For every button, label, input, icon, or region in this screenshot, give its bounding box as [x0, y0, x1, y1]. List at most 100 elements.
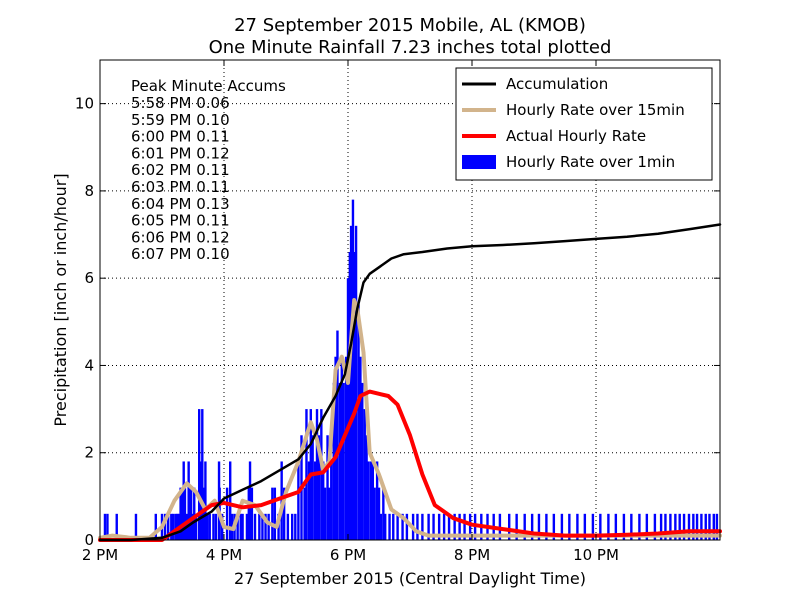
bar-1min-rate: [193, 487, 196, 540]
bar-1min-rate: [622, 513, 626, 540]
bar-1min-rate: [375, 461, 379, 540]
bar-1min-rate: [229, 461, 232, 540]
bar-1min-rate: [645, 513, 649, 540]
bar-1min-rate: [674, 513, 677, 540]
x-tick-label: 8 PM: [454, 546, 490, 564]
legend-swatch-patch: [462, 155, 496, 169]
annotation-line: 6:04 PM 0.13: [131, 195, 230, 213]
annotation-line: 6:01 PM 0.12: [131, 144, 230, 162]
bar-1min-rate: [307, 461, 311, 540]
bar-1min-rate: [239, 513, 242, 540]
bar-1min-rate: [311, 435, 314, 540]
bar-1min-rate: [182, 461, 185, 540]
bar-1min-rate: [700, 513, 703, 540]
bar-1min-rate: [363, 409, 366, 540]
y-tick-label: 0: [84, 531, 94, 549]
bar-1min-rate: [421, 513, 424, 540]
bar-1min-rate: [463, 513, 466, 540]
y-tick-label: 6: [84, 269, 94, 287]
bar-1min-rate: [396, 513, 399, 540]
bar-1min-rate: [576, 513, 579, 540]
bar-1min-rate: [323, 487, 327, 540]
bar-1min-rate: [106, 513, 109, 540]
bar-1min-rate: [687, 513, 691, 540]
bar-1min-rate: [365, 435, 368, 540]
bar-1min-rate: [369, 461, 373, 540]
bar-1min-rate: [682, 513, 686, 540]
bar-1min-rate: [338, 382, 342, 540]
bar-1min-rate: [208, 513, 211, 540]
bar-1min-rate: [322, 461, 325, 540]
bar-1min-rate: [258, 513, 261, 540]
plot-frame: [99, 59, 721, 541]
legend-label: Actual Hourly Rate: [506, 127, 646, 145]
series-lines: [98, 223, 722, 542]
bar-1min-rate: [225, 487, 229, 540]
bar-1min-rate: [206, 513, 209, 540]
bar-1min-rate: [330, 461, 333, 540]
bar-1min-rate: [291, 513, 294, 540]
bar-1min-rate: [174, 513, 177, 540]
bar-1min-rate: [342, 382, 345, 540]
bar-1min-rate: [134, 513, 138, 540]
bar-1min-rate: [357, 304, 360, 540]
annotation-line: 5:59 PM 0.10: [131, 111, 230, 129]
bar-1min-rate: [388, 513, 391, 540]
bar-1min-rate: [317, 435, 321, 540]
bar-1min-rate: [515, 513, 518, 540]
bar-1min-rate: [250, 487, 254, 540]
bar-1min-rate: [194, 513, 198, 540]
series-line-accumulation: [98, 223, 722, 542]
annotation-line: 6:07 PM 0.10: [131, 245, 230, 263]
bar-1min-rate: [583, 513, 587, 540]
bar-1min-rate: [382, 487, 385, 540]
bar-1min-rate: [297, 461, 300, 540]
bar-1min-rate: [351, 199, 355, 541]
bar-1min-rate: [437, 513, 441, 540]
bar-1min-rate: [303, 487, 306, 540]
bar-1min-rate: [191, 513, 195, 540]
bar-1min-rate: [286, 513, 290, 540]
bar-1min-rate: [183, 487, 187, 540]
bar-1min-rate: [530, 513, 534, 540]
bar-1min-rate: [313, 461, 317, 540]
annotation-line: 6:06 PM 0.12: [131, 228, 230, 246]
annotation-line: 6:02 PM 0.11: [131, 161, 230, 179]
bar-1min-rate: [664, 513, 667, 540]
chart-title-line-2: One Minute Rainfall 7.23 inches total pl…: [209, 37, 612, 58]
x-tick-label: 2 PM: [82, 546, 118, 564]
bar-1min-rate: [247, 487, 250, 540]
bar-1min-rate: [354, 225, 358, 540]
bar-1min-rate: [267, 513, 270, 540]
bar-1min-rate: [189, 487, 193, 540]
bar-1min-rate: [447, 513, 451, 540]
bar-1min-rate: [392, 513, 395, 540]
bar-1min-rate: [545, 513, 548, 540]
bar-1min-rate: [405, 513, 409, 540]
y-axis-label: Precipitation [inch or inch/hour]: [51, 173, 70, 426]
bar-1min-rate: [458, 513, 461, 540]
bar-1min-rate: [614, 513, 618, 540]
bar-1min-rate: [264, 513, 267, 540]
x-tick-label: 4 PM: [206, 546, 242, 564]
bar-1min-rate: [359, 356, 362, 540]
annotation-line: 6:00 PM 0.11: [131, 128, 230, 146]
bar-1min-rate: [353, 252, 356, 540]
bar-1min-rate: [344, 356, 348, 540]
bar-1min-rate: [599, 513, 602, 540]
bar-1min-rate: [271, 487, 274, 540]
bar-1min-rate: [294, 513, 297, 540]
axis-ticks: 2 PM 4 PM 6 PM 8 PM 10 PM 0 2 4 6 8 10: [75, 60, 720, 564]
y-tick-label: 8: [84, 182, 94, 200]
legend-frame: [455, 67, 713, 181]
bar-1min-rate: [115, 513, 118, 540]
bar-1min-rate: [349, 225, 353, 540]
bar-1min-rate: [523, 513, 526, 540]
x-axis-label: 27 September 2015 (Central Daylight Time…: [234, 569, 586, 588]
bar-1min-rate: [669, 513, 672, 540]
bar-1min-rate: [326, 435, 329, 540]
bar-1min-rate: [371, 461, 374, 540]
series-line-hourly-rate-over-15min: [98, 298, 722, 540]
